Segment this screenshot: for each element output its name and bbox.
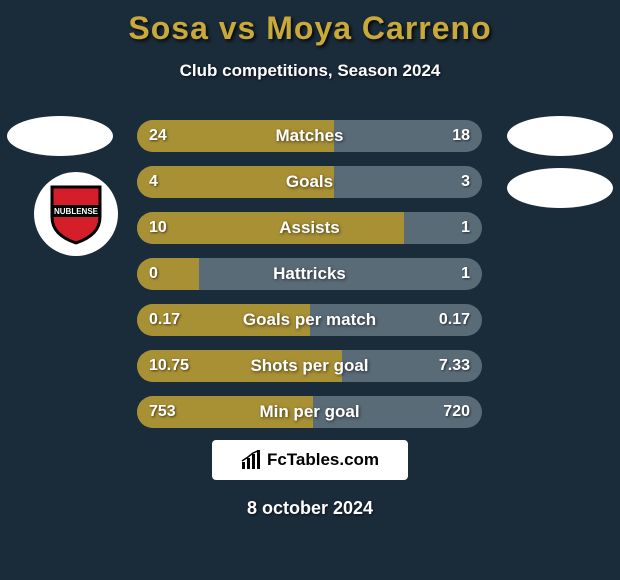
stat-bar-left-fill <box>137 212 404 244</box>
stat-value-right: 1 <box>461 258 470 290</box>
stat-value-left: 24 <box>149 120 167 152</box>
stat-value-right: 0.17 <box>439 304 470 336</box>
stat-value-left: 753 <box>149 396 176 428</box>
comparison-date: 8 october 2024 <box>0 498 620 519</box>
stat-value-left: 0.17 <box>149 304 180 336</box>
comparison-title: Sosa vs Moya Carreno <box>0 0 620 47</box>
comparison-bars: 2418Matches43Goals101Assists01Hattricks0… <box>137 120 482 442</box>
stat-value-left: 10 <box>149 212 167 244</box>
svg-text:NUBLENSE: NUBLENSE <box>54 207 99 216</box>
stat-value-right: 18 <box>452 120 470 152</box>
stat-bar: 01Hattricks <box>137 258 482 290</box>
stat-bar: 43Goals <box>137 166 482 198</box>
stat-bar: 2418Matches <box>137 120 482 152</box>
stat-value-right: 720 <box>443 396 470 428</box>
fctables-chart-icon <box>241 450 263 470</box>
club-badge: NUBLENSE <box>34 172 118 256</box>
stat-value-left: 0 <box>149 258 158 290</box>
stat-bar-left-fill <box>137 166 334 198</box>
comparison-subtitle: Club competitions, Season 2024 <box>0 61 620 81</box>
stat-bar: 0.170.17Goals per match <box>137 304 482 336</box>
nublense-shield-icon: NUBLENSE <box>48 183 104 245</box>
footer-credit: FcTables.com <box>212 440 408 480</box>
stat-bar: 10.757.33Shots per goal <box>137 350 482 382</box>
stat-bar: 753720Min per goal <box>137 396 482 428</box>
stat-value-left: 10.75 <box>149 350 189 382</box>
player-right-avatar-placeholder-1 <box>507 116 613 156</box>
stat-bar: 101Assists <box>137 212 482 244</box>
stat-value-right: 7.33 <box>439 350 470 382</box>
stat-value-right: 3 <box>461 166 470 198</box>
stat-value-right: 1 <box>461 212 470 244</box>
stat-bar-left-fill <box>137 258 199 290</box>
player-left-avatar-placeholder <box>7 116 113 156</box>
footer-text: FcTables.com <box>267 450 379 470</box>
player-right-avatar-placeholder-2 <box>507 168 613 208</box>
stat-value-left: 4 <box>149 166 158 198</box>
